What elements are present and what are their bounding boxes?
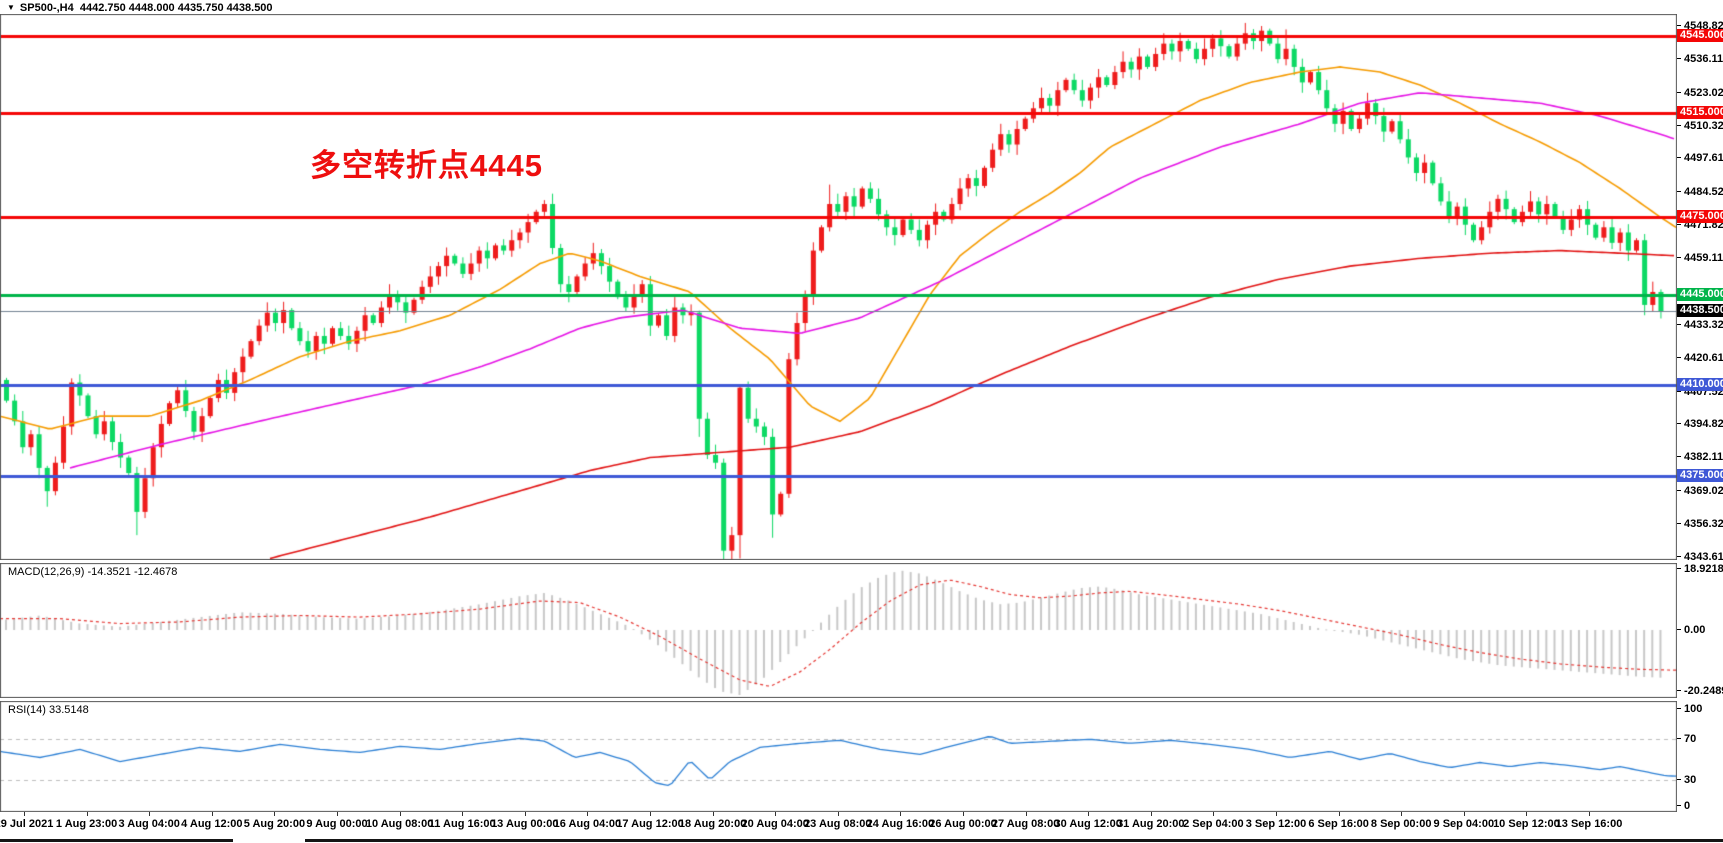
time-tick — [274, 812, 276, 816]
price-chart-canvas[interactable] — [0, 14, 1677, 560]
current-price-label: 4438.500 — [1677, 304, 1723, 318]
time-tick — [963, 812, 964, 816]
price-tick-label: 0.00 — [1677, 624, 1705, 636]
macd-canvas[interactable] — [0, 563, 1677, 698]
time-axis-label: 2 Sep 04:00 — [1183, 818, 1244, 830]
price-tick-label: 4523.025 — [1677, 87, 1723, 99]
time-tick — [587, 812, 589, 816]
time-tick — [1589, 812, 1590, 816]
time-tick — [1338, 812, 1340, 816]
time-axis-label: 23 Aug 08:00 — [804, 818, 872, 830]
time-axis-label: 5 Aug 20:00 — [243, 818, 306, 830]
price-tick-label: 4356.320 — [1677, 518, 1723, 530]
rsi-panel — [0, 701, 1677, 812]
time-axis-label: 26 Aug 00:00 — [929, 818, 997, 830]
time-tick — [1150, 812, 1152, 816]
time-tick — [1088, 812, 1090, 816]
time-tick — [211, 812, 213, 816]
time-tick — [524, 812, 526, 816]
price-tick-label: 4343.615 — [1677, 551, 1723, 563]
time-axis-label: 31 Aug 20:00 — [1117, 818, 1185, 830]
time-tick — [775, 812, 777, 816]
time-axis-label: 1 Aug 23:00 — [55, 818, 118, 830]
time-axis[interactable]: 29 Jul 2021 1 Aug 23:00 3 Aug 04:00 4 Aug 1… — [0, 812, 1723, 840]
time-tick — [650, 812, 651, 816]
time-tick — [86, 812, 88, 816]
macd-label: MACD(12,26,9) -14.3521 -12.4678 — [8, 566, 178, 578]
price-tick-label: 4433.320 — [1677, 319, 1723, 331]
time-tick — [337, 812, 338, 816]
time-axis-label: 13 Sep 16:00 — [1555, 818, 1623, 830]
price-tick-label: 4382.115 — [1677, 451, 1723, 463]
price-panel — [0, 14, 1677, 560]
bottom-window-border — [0, 839, 233, 842]
time-tick — [1401, 812, 1403, 816]
price-tick-label: 70 — [1677, 733, 1696, 745]
time-axis-label: 6 Sep 16:00 — [1308, 818, 1369, 830]
time-axis-label: 29 Jul 2021 — [0, 818, 54, 830]
time-axis-label: 9 Sep 04:00 — [1433, 818, 1495, 830]
time-axis-label: 20 Aug 04:00 — [741, 818, 809, 830]
price-tick-label: -20.2489 — [1677, 685, 1723, 697]
level-price-label: 4410.000 — [1677, 378, 1723, 392]
time-axis-label: 30 Aug 12:00 — [1054, 818, 1122, 830]
level-price-label: 4515.000 — [1677, 106, 1723, 120]
time-axis-label: 27 Aug 08:00 — [991, 818, 1060, 830]
time-axis-label: 13 Aug 00:00 — [491, 818, 559, 830]
time-axis-label: 24 Aug 16:00 — [866, 818, 935, 830]
time-axis-label: 9 Aug 00:00 — [306, 818, 368, 830]
time-axis-label: 17 Aug 12:00 — [616, 818, 684, 830]
time-axis-label: 3 Aug 04:00 — [118, 818, 180, 830]
rsi-canvas[interactable] — [0, 701, 1677, 812]
symbol-timeframe: SP500-,H4 — [19, 2, 74, 14]
time-tick — [1276, 812, 1277, 816]
price-tick-label: 30 — [1677, 774, 1696, 786]
price-tick-label: 4536.115 — [1677, 53, 1723, 65]
level-price-label: 4475.000 — [1677, 209, 1723, 223]
price-tick-label: 4510.320 — [1677, 120, 1723, 132]
price-tick-label: 4497.615 — [1677, 152, 1723, 164]
time-tick — [24, 812, 25, 816]
time-tick — [712, 812, 714, 816]
time-tick — [149, 812, 151, 816]
time-tick — [1025, 812, 1027, 816]
symbol-info: ▼ SP500-,H4 4442.750 4448.000 4435.750 44… — [7, 2, 273, 14]
time-axis-label: 10 Sep 12:00 — [1493, 818, 1560, 830]
time-tick — [399, 812, 401, 816]
time-tick — [900, 812, 902, 816]
time-tick — [837, 812, 839, 816]
price-tick-label: 4394.820 — [1677, 418, 1723, 430]
time-axis-label: 10 Aug 08:00 — [365, 818, 434, 830]
time-axis-label: 3 Sep 12:00 — [1245, 818, 1307, 830]
time-tick — [462, 812, 464, 816]
price-scale[interactable]: 4548.8204536.1154523.0254510.3204497.615… — [1677, 0, 1723, 843]
price-tick-label: 18.9218 — [1677, 563, 1723, 575]
bottom-window-border — [305, 839, 1723, 842]
level-price-label: 4445.000 — [1677, 287, 1723, 301]
rsi-label: RSI(14) 33.5148 — [8, 704, 89, 716]
macd-panel — [0, 563, 1677, 698]
price-tick-label: 0 — [1677, 800, 1690, 812]
annotation-text: 多空转折点4445 — [310, 148, 543, 183]
time-tick — [1526, 812, 1528, 816]
price-tick-label: 4459.115 — [1677, 252, 1723, 264]
time-tick — [1463, 812, 1465, 816]
time-axis-label: 8 Sep 00:00 — [1370, 818, 1432, 830]
price-tick-label: 4369.025 — [1677, 485, 1723, 497]
time-axis-label: 4 Aug 12:00 — [181, 818, 243, 830]
level-price-label: 4545.000 — [1677, 28, 1723, 42]
time-tick — [1213, 812, 1215, 816]
price-tick-label: 4420.615 — [1677, 352, 1723, 364]
time-axis-label: 11 Aug 16:00 — [428, 818, 496, 830]
time-axis-label: 18 Aug 20:00 — [678, 818, 747, 830]
ohlc-readout: 4442.750 4448.000 4435.750 4438.500 — [79, 2, 273, 14]
price-tick-label: 100 — [1677, 703, 1702, 715]
price-tick-label: 4484.525 — [1677, 186, 1723, 198]
time-axis-label: 16 Aug 04:00 — [553, 818, 622, 830]
level-price-label: 4375.000 — [1677, 468, 1723, 482]
collapse-ohlc-icon[interactable]: ▼ — [7, 3, 15, 12]
